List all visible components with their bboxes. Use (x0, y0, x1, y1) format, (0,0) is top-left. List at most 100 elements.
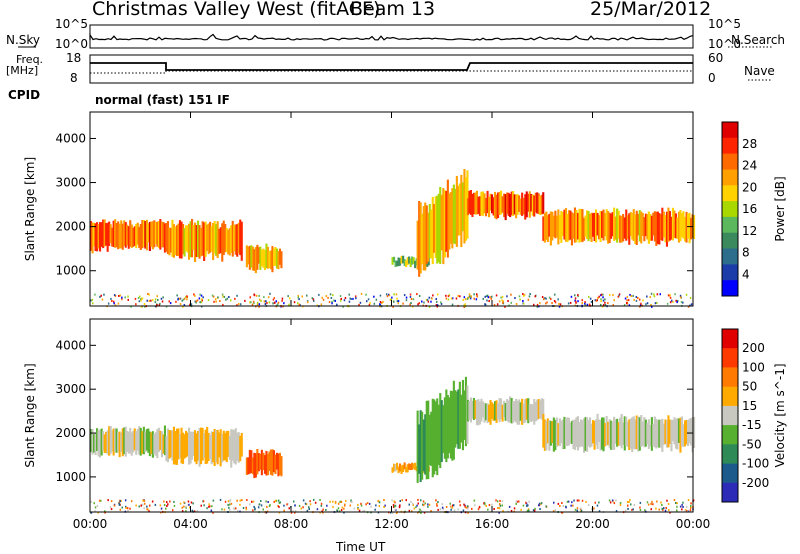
echo-cell (552, 215, 555, 237)
echo-cell (570, 212, 574, 246)
echo-cell (430, 209, 433, 259)
echo-cell (414, 260, 417, 269)
scatter-speckle (588, 303, 591, 306)
echo-cell (491, 402, 494, 419)
scatter-speckle (435, 499, 437, 502)
echo-cell (100, 222, 103, 247)
scatter-speckle (420, 512, 422, 514)
scatter-speckle (104, 511, 106, 514)
scatter-speckle (467, 511, 469, 514)
echo-cell (492, 197, 495, 216)
echo-cell (656, 420, 659, 448)
scatter-speckle (237, 303, 240, 305)
scatter-speckle (298, 303, 301, 306)
scatter-speckle (223, 508, 226, 511)
echo-cell (102, 431, 105, 451)
scatter-speckle (140, 305, 143, 308)
scatter-speckle (183, 501, 185, 504)
scatter-speckle (498, 300, 501, 303)
echo-cell (163, 223, 167, 253)
colorbar-swatch (722, 405, 738, 426)
scatter-speckle (397, 302, 399, 305)
scatter-speckle (94, 293, 96, 296)
echo-cell (117, 432, 120, 453)
scatter-speckle (667, 503, 670, 505)
echo-cell (397, 466, 400, 474)
echo-cell (640, 211, 643, 244)
scatter-speckle (118, 502, 120, 505)
echo-cell (215, 224, 218, 256)
scatter-speckle (402, 302, 404, 305)
echo-cell (195, 433, 198, 465)
colorbar-swatch (722, 248, 738, 265)
echo-cell (234, 428, 237, 465)
echo-cell (584, 417, 587, 451)
scatter-speckle (360, 292, 363, 295)
scatter-speckle (368, 502, 371, 505)
echo-cell (215, 430, 218, 462)
scatter-speckle (349, 504, 351, 507)
scatter-speckle (430, 509, 432, 512)
scatter-speckle (630, 295, 632, 298)
scatter-speckle (221, 508, 223, 511)
scatter-speckle (487, 296, 490, 299)
scatter-speckle (254, 507, 256, 510)
scatter-speckle (586, 303, 589, 306)
echo-cell (652, 423, 655, 447)
scatter-speckle (522, 300, 524, 302)
scatter-speckle (358, 509, 361, 512)
echo-cell (138, 426, 141, 455)
echo-cell (684, 216, 687, 242)
echo-cell (528, 191, 531, 218)
scatter-speckle (533, 303, 535, 306)
echo-cell (537, 193, 540, 215)
echo-cell (489, 400, 492, 425)
echo-cell (519, 402, 522, 421)
scatter-speckle (188, 503, 190, 506)
scatter-speckle (258, 303, 261, 306)
scatter-speckle (258, 305, 260, 308)
scatter-speckle (294, 504, 296, 507)
scatter-speckle (126, 507, 129, 510)
scatter-speckle (297, 302, 299, 305)
scatter-speckle (331, 300, 333, 303)
scatter-speckle (653, 295, 656, 298)
scatter-speckle (539, 302, 541, 305)
echo-cell (210, 431, 213, 465)
echo-cell (655, 211, 658, 246)
echo-cell (427, 212, 430, 262)
echo-cell (558, 418, 561, 447)
echo-cell (474, 400, 477, 419)
scatter-speckle (181, 510, 184, 513)
echo-cell (274, 247, 277, 266)
scatter-speckle (331, 302, 333, 305)
echo-cell (638, 210, 641, 242)
echo-cell (219, 429, 222, 467)
scatter-speckle (650, 292, 653, 295)
scatter-speckle (440, 301, 442, 304)
scatter-speckle (441, 506, 444, 509)
scatter-speckle (258, 294, 260, 297)
scatter-speckle (393, 505, 396, 508)
scatter-speckle (459, 504, 461, 507)
echo-cell (607, 211, 610, 244)
panel-frame-velocity (89, 318, 694, 513)
scatter-speckle (465, 506, 467, 509)
echo-cell (685, 420, 688, 445)
echo-cell (620, 414, 623, 449)
scatter-speckle (539, 508, 541, 510)
echo-cell (619, 417, 622, 446)
scatter-speckle (676, 509, 678, 512)
echo-cell (157, 221, 160, 248)
scatter-speckle (293, 301, 296, 304)
scatter-speckle (501, 295, 504, 298)
echo-cell (572, 419, 575, 449)
scatter-speckle (543, 298, 545, 301)
echo-cell (437, 404, 440, 465)
scatter-speckle (627, 507, 629, 510)
scatter-speckle (340, 297, 342, 300)
echo-cell (542, 413, 545, 448)
colorbar-tick-label: 100 (742, 360, 765, 374)
scatter-speckle (200, 301, 203, 304)
scatter-speckle (292, 510, 294, 513)
